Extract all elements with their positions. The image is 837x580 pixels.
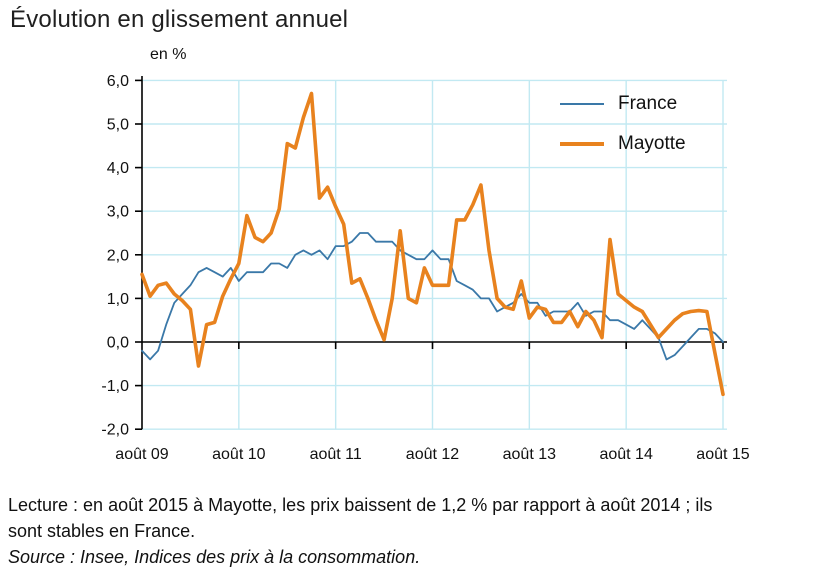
- x-tick-label: août 10: [212, 446, 265, 463]
- y-tick-label: -1,0: [101, 378, 129, 395]
- y-tick-label: 3,0: [107, 204, 129, 221]
- y-tick-label: 1,0: [107, 291, 129, 308]
- source-note: Source : Insee, Indices des prix à la co…: [8, 547, 421, 567]
- legend-label-france: France: [618, 93, 678, 114]
- mayotte-line: [140, 91, 725, 397]
- france-line: [141, 232, 724, 361]
- y-tick-label: -2,0: [101, 422, 129, 439]
- chart-legend: France Mayotte: [560, 84, 750, 164]
- mayotte-line-swatch: [560, 142, 604, 146]
- x-tick-label: août 13: [503, 446, 556, 463]
- y-tick-label: 6,0: [107, 73, 129, 90]
- y-tick-label: 2,0: [107, 247, 129, 264]
- lecture-note-line1: Lecture : en août 2015 à Mayotte, les pr…: [8, 495, 713, 515]
- france-line-swatch: [560, 103, 604, 105]
- x-tick-label: août 15: [696, 446, 749, 463]
- x-tick-label: août 09: [115, 446, 168, 463]
- x-tick-label: août 12: [406, 446, 459, 463]
- x-tick-label: août 11: [310, 446, 362, 463]
- legend-item-france: France: [560, 84, 750, 124]
- y-axis-unit-label: en %: [150, 46, 187, 63]
- line-chart: 6,0 5,0 4,0 3,0 2,0 1,0 0,0 -1,0 -2,0 août 09 août…: [101, 73, 749, 463]
- legend-item-mayotte: Mayotte: [560, 124, 750, 164]
- legend-label-mayotte: Mayotte: [618, 133, 686, 154]
- lecture-note-line2: sont stables en France.: [8, 521, 196, 541]
- x-tick-label: août 14: [599, 446, 652, 463]
- chart-footnotes: Lecture : en août 2015 à Mayotte, les pr…: [8, 492, 834, 570]
- page-title: Évolution en glissement annuel: [10, 6, 349, 33]
- y-tick-label: 0,0: [107, 335, 129, 352]
- y-tick-label: 5,0: [107, 117, 129, 134]
- y-tick-label: 4,0: [107, 160, 129, 177]
